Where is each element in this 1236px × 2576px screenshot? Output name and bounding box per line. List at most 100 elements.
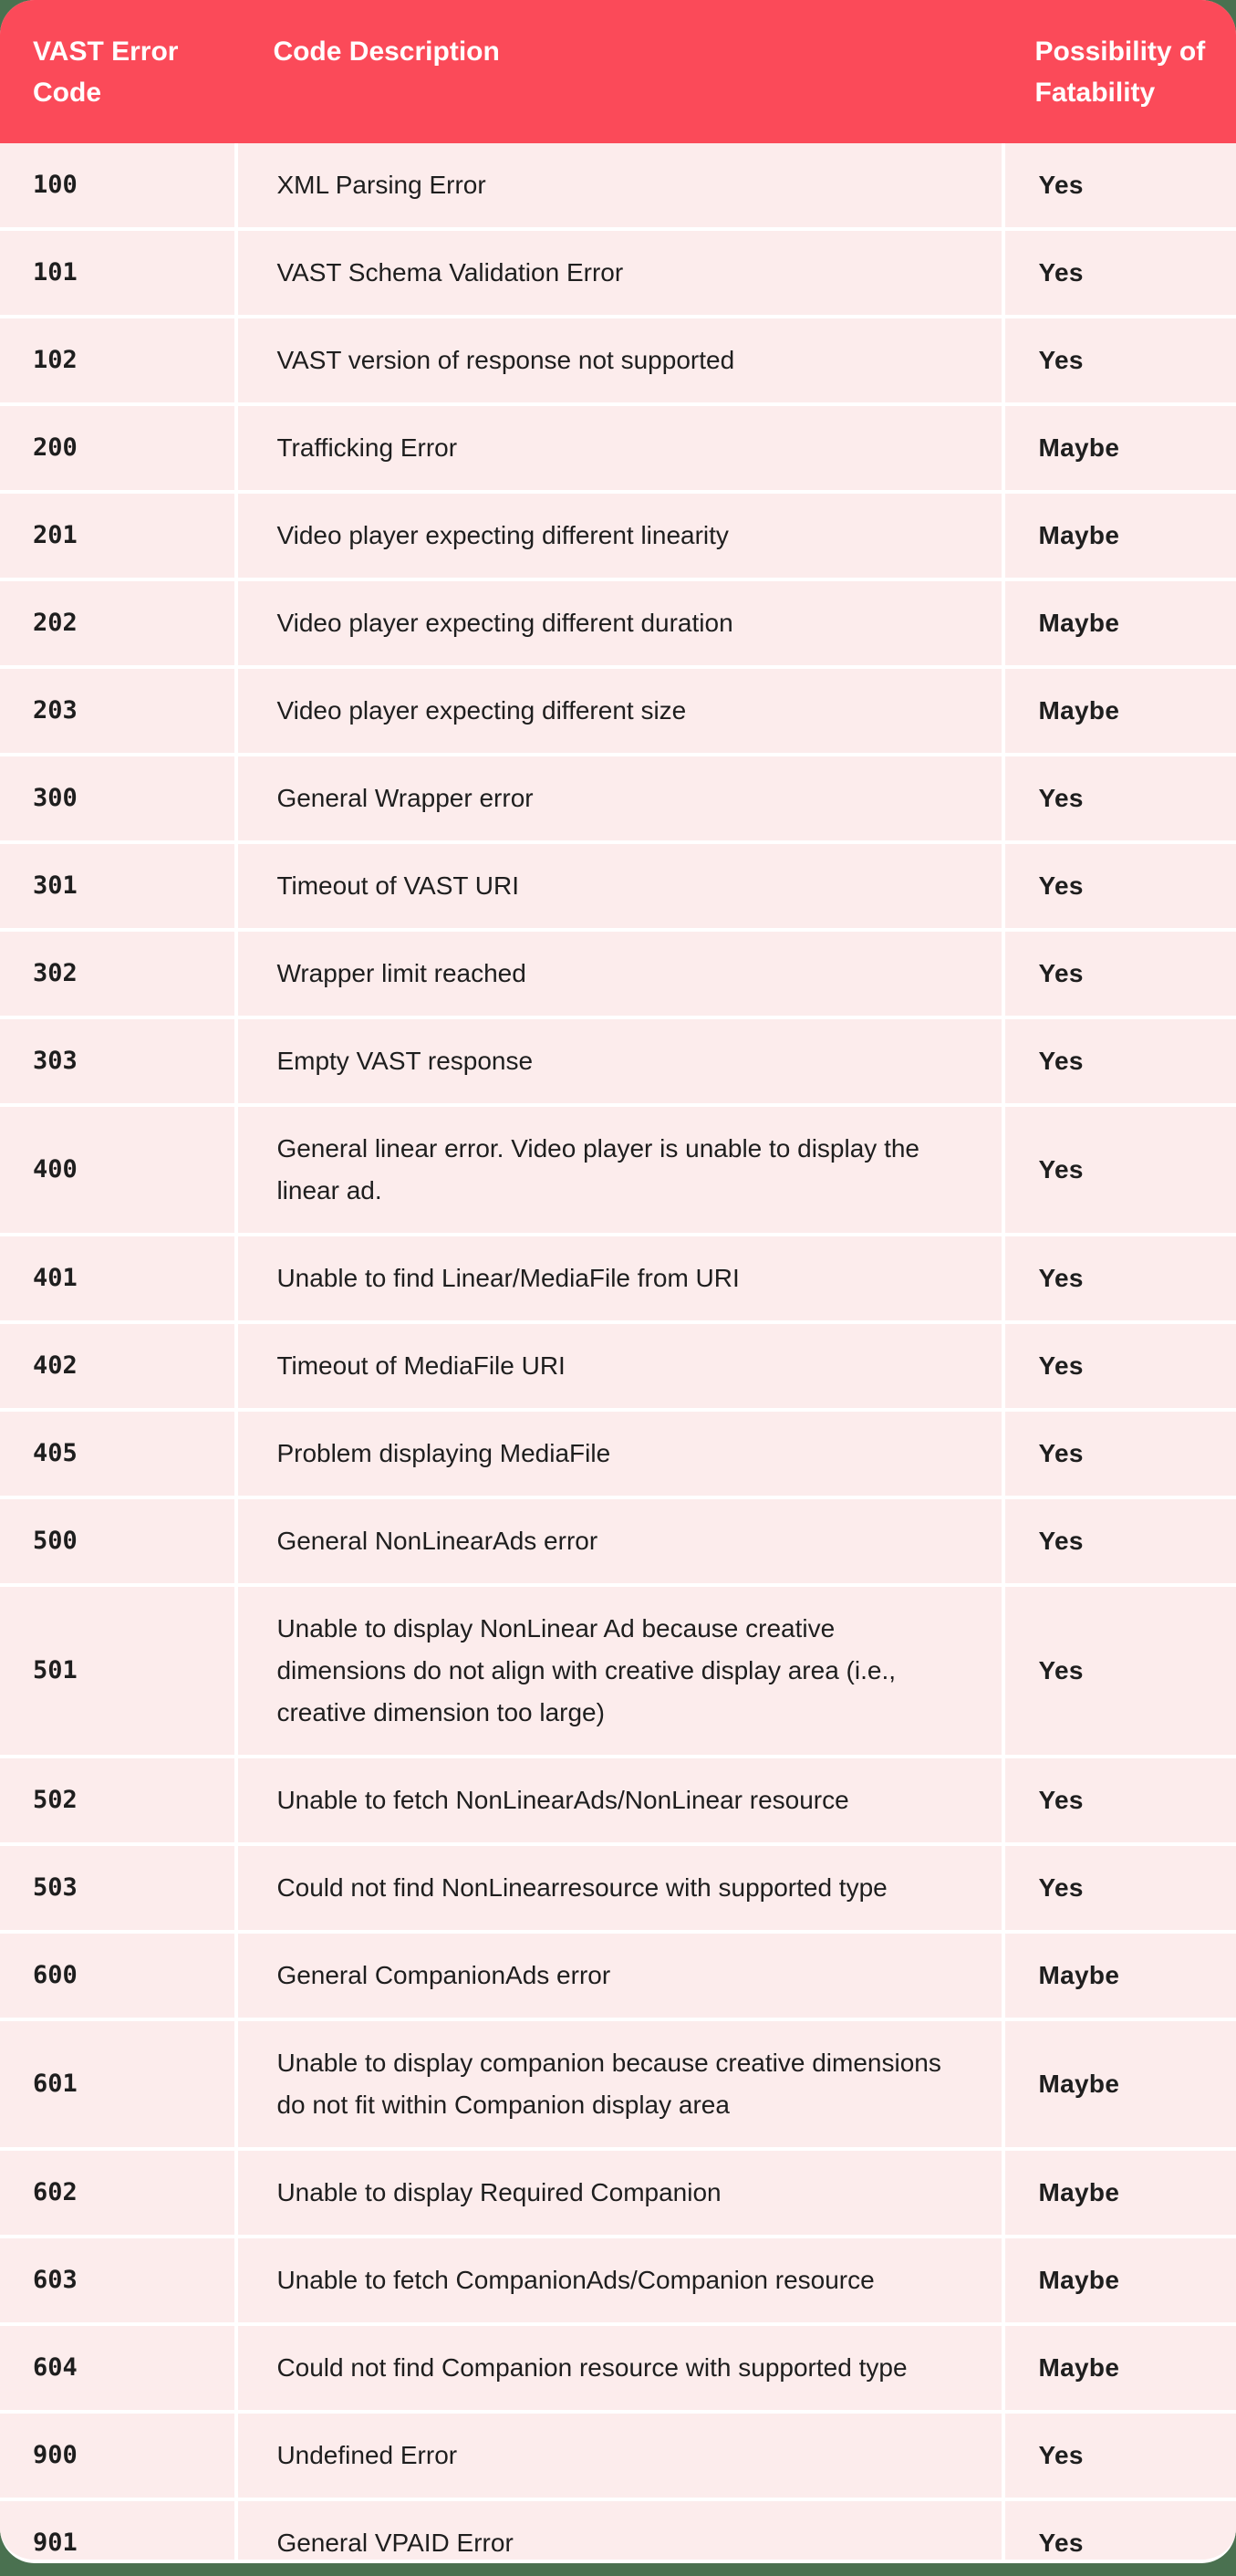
code-cell: 202 — [0, 578, 235, 665]
description-cell: General VPAID Error — [234, 2498, 1002, 2560]
table-row: 502 Unable to fetch NonLinearAds/NonLine… — [0, 1755, 1236, 1842]
fatability-cell: Yes — [1001, 315, 1236, 402]
fatability-cell: Maybe — [1001, 578, 1236, 665]
code-cell: 401 — [0, 1233, 235, 1320]
fatability-cell: Yes — [1001, 1496, 1236, 1583]
table-row: 600 General CompanionAds error Maybe — [0, 1930, 1236, 2018]
fatability-cell: Yes — [1001, 840, 1236, 928]
description-cell: General linear error. Video player is un… — [234, 1103, 1002, 1233]
code-cell: 302 — [0, 928, 235, 1016]
description-cell: Could not find NonLinearresource with su… — [234, 1842, 1002, 1930]
description-cell: Video player expecting different duratio… — [234, 578, 1002, 665]
table-row: 500 General NonLinearAds error Yes — [0, 1496, 1236, 1583]
description-cell: General Wrapper error — [234, 753, 1002, 840]
fatability-cell: Yes — [1001, 1233, 1236, 1320]
fatability-cell: Maybe — [1001, 402, 1236, 490]
description-cell: General CompanionAds error — [234, 1930, 1002, 2018]
fatability-cell: Yes — [1001, 1320, 1236, 1408]
table-row: 405 Problem displaying MediaFile Yes — [0, 1408, 1236, 1496]
table-row: 602 Unable to display Required Companion… — [0, 2147, 1236, 2235]
description-cell: VAST Schema Validation Error — [234, 227, 1002, 315]
fatability-cell: Maybe — [1001, 2018, 1236, 2147]
description-cell: Problem displaying MediaFile — [234, 1408, 1002, 1496]
fatability-cell: Yes — [1001, 2410, 1236, 2498]
fatability-cell: Maybe — [1001, 2235, 1236, 2322]
table-row: 101 VAST Schema Validation Error Yes — [0, 227, 1236, 315]
column-header-code-description: Code Description — [234, 0, 1002, 143]
code-cell: 503 — [0, 1842, 235, 1930]
description-cell: Timeout of VAST URI — [234, 840, 1002, 928]
table-row: 303 Empty VAST response Yes — [0, 1016, 1236, 1103]
description-cell: Undefined Error — [234, 2410, 1002, 2498]
table-row: 200 Trafficking Error Maybe — [0, 402, 1236, 490]
table-row: 603 Unable to fetch CompanionAds/Compani… — [0, 2235, 1236, 2322]
fatability-cell: Maybe — [1001, 2322, 1236, 2410]
code-cell: 901 — [0, 2498, 235, 2560]
fatability-cell: Maybe — [1001, 490, 1236, 578]
table-row: 901 General VPAID Error Yes — [0, 2498, 1236, 2560]
fatability-cell: Yes — [1001, 1583, 1236, 1755]
description-cell: Unable to display NonLinear Ad because c… — [234, 1583, 1002, 1755]
column-header-possibility-of-fatability: Possibility of Fatability — [1001, 0, 1236, 143]
table-body: 100 XML Parsing Error Yes 101 VAST Schem… — [0, 143, 1236, 2560]
fatability-cell: Yes — [1001, 1842, 1236, 1930]
fatability-cell: Yes — [1001, 753, 1236, 840]
description-cell: Wrapper limit reached — [234, 928, 1002, 1016]
fatability-cell: Yes — [1001, 1755, 1236, 1842]
code-cell: 300 — [0, 753, 235, 840]
table-row: 604 Could not find Companion resource wi… — [0, 2322, 1236, 2410]
code-cell: 201 — [0, 490, 235, 578]
fatability-cell: Yes — [1001, 928, 1236, 1016]
code-cell: 501 — [0, 1583, 235, 1755]
description-cell: Unable to fetch CompanionAds/Companion r… — [234, 2235, 1002, 2322]
table-row: 102 VAST version of response not support… — [0, 315, 1236, 402]
code-cell: 100 — [0, 143, 235, 227]
code-cell: 500 — [0, 1496, 235, 1583]
column-header-vast-error-code: VAST Error Code — [0, 0, 235, 143]
fatability-cell: Yes — [1001, 227, 1236, 315]
code-cell: 601 — [0, 2018, 235, 2147]
table-row: 203 Video player expecting different siz… — [0, 665, 1236, 753]
fatability-cell: Maybe — [1001, 1930, 1236, 2018]
table-row: 402 Timeout of MediaFile URI Yes — [0, 1320, 1236, 1408]
fatability-cell: Maybe — [1001, 665, 1236, 753]
code-cell: 600 — [0, 1930, 235, 2018]
code-cell: 102 — [0, 315, 235, 402]
description-cell: Unable to display Required Companion — [234, 2147, 1002, 2235]
code-cell: 603 — [0, 2235, 235, 2322]
table-row: 302 Wrapper limit reached Yes — [0, 928, 1236, 1016]
code-cell: 400 — [0, 1103, 235, 1233]
table-row: 202 Video player expecting different dur… — [0, 578, 1236, 665]
description-cell: Video player expecting different size — [234, 665, 1002, 753]
description-cell: General NonLinearAds error — [234, 1496, 1002, 1583]
description-cell: Video player expecting different lineari… — [234, 490, 1002, 578]
code-cell: 502 — [0, 1755, 235, 1842]
description-cell: Unable to fetch NonLinearAds/NonLinear r… — [234, 1755, 1002, 1842]
table-row: 501 Unable to display NonLinear Ad becau… — [0, 1583, 1236, 1755]
code-cell: 203 — [0, 665, 235, 753]
table-row: 100 XML Parsing Error Yes — [0, 143, 1236, 227]
code-cell: 402 — [0, 1320, 235, 1408]
description-cell: Unable to find Linear/MediaFile from URI — [234, 1233, 1002, 1320]
fatability-cell: Yes — [1001, 2498, 1236, 2560]
table-row: 601 Unable to display companion because … — [0, 2018, 1236, 2147]
table-row: 201 Video player expecting different lin… — [0, 490, 1236, 578]
fatability-cell: Maybe — [1001, 2147, 1236, 2235]
description-cell: Empty VAST response — [234, 1016, 1002, 1103]
table-row: 400 General linear error. Video player i… — [0, 1103, 1236, 1233]
code-cell: 101 — [0, 227, 235, 315]
code-cell: 604 — [0, 2322, 235, 2410]
fatability-cell: Yes — [1001, 1103, 1236, 1233]
code-cell: 200 — [0, 402, 235, 490]
table-row: 301 Timeout of VAST URI Yes — [0, 840, 1236, 928]
table-row: 401 Unable to find Linear/MediaFile from… — [0, 1233, 1236, 1320]
table-row: 300 General Wrapper error Yes — [0, 753, 1236, 840]
code-cell: 303 — [0, 1016, 235, 1103]
description-cell: Unable to display companion because crea… — [234, 2018, 1002, 2147]
code-cell: 602 — [0, 2147, 235, 2235]
code-cell: 301 — [0, 840, 235, 928]
table-row: 900 Undefined Error Yes — [0, 2410, 1236, 2498]
table-row: 503 Could not find NonLinearresource wit… — [0, 1842, 1236, 1930]
